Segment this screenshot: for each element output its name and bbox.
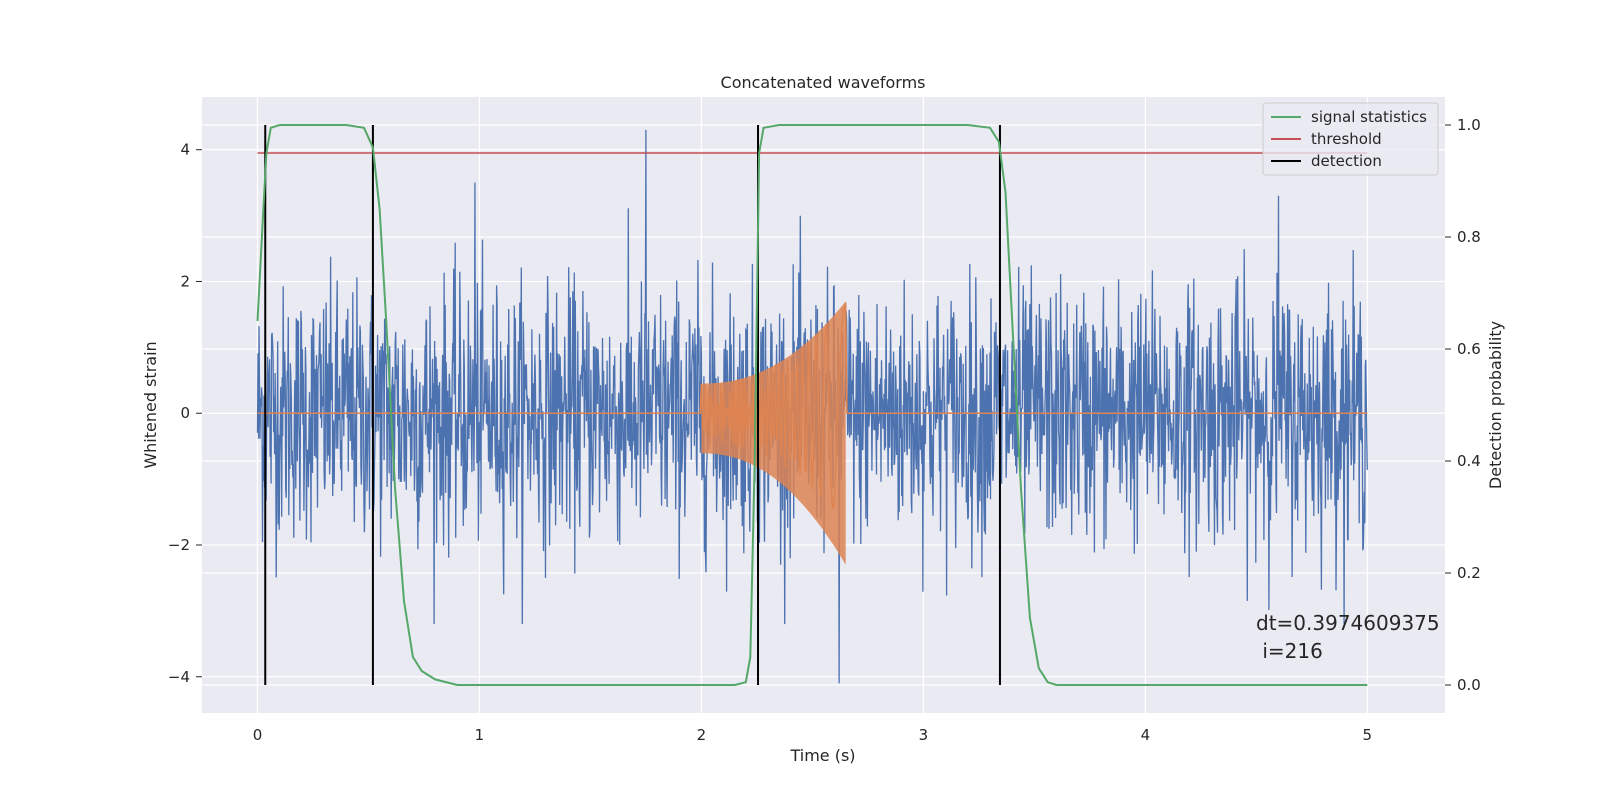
x-tick-label: 0	[253, 726, 263, 744]
right-axis-label: Detection probability	[1486, 321, 1505, 489]
y-tick-label: −4	[168, 668, 190, 686]
injected-signal-series	[257, 301, 1368, 565]
legend-label: detection	[1311, 152, 1382, 170]
y-axis-label: Whitened strain	[141, 341, 160, 468]
right-tick-label: 0.2	[1457, 564, 1481, 582]
legend-label: threshold	[1311, 130, 1382, 148]
right-tick-label: 0.0	[1457, 676, 1481, 694]
right-tick-label: 0.4	[1457, 452, 1481, 470]
x-axis-label: Time (s)	[789, 746, 855, 765]
y-tick-label: 4	[180, 141, 190, 159]
signal-statistics-line	[256, 124, 1368, 686]
legend: signal statistics threshold detection	[1262, 102, 1439, 176]
x-tick-label: 3	[919, 726, 929, 744]
x-tick-label: 1	[475, 726, 485, 744]
x-axis-ticks: 0 1 2 3 4 5	[253, 726, 1372, 744]
x-tick-label: 2	[697, 726, 707, 744]
right-tick-label: 1.0	[1457, 116, 1481, 134]
y-axis-ticks: −4 −2 0 2 4	[168, 141, 202, 686]
x-tick-label: 4	[1141, 726, 1151, 744]
y-tick-label: −2	[168, 536, 190, 554]
right-axis-ticks: 0.0 0.2 0.4 0.6 0.8 1.0	[1445, 116, 1481, 694]
annotation-line: dt=0.3974609375	[1256, 611, 1440, 635]
legend-label: signal statistics	[1311, 108, 1427, 126]
annotation-text: dt=0.3974609375 i=216	[1256, 611, 1440, 663]
injected-signal-envelope	[701, 301, 846, 565]
right-tick-label: 0.6	[1457, 340, 1481, 358]
y-tick-label: 2	[180, 272, 190, 290]
signal-statistics-series	[256, 124, 1368, 686]
y-tick-label: 0	[180, 404, 190, 422]
annotation-line: i=216	[1256, 639, 1323, 663]
chart-title: Concatenated waveforms	[721, 73, 926, 92]
legend-box	[1262, 102, 1439, 176]
right-tick-label: 0.8	[1457, 228, 1481, 246]
x-tick-label: 5	[1363, 726, 1373, 744]
